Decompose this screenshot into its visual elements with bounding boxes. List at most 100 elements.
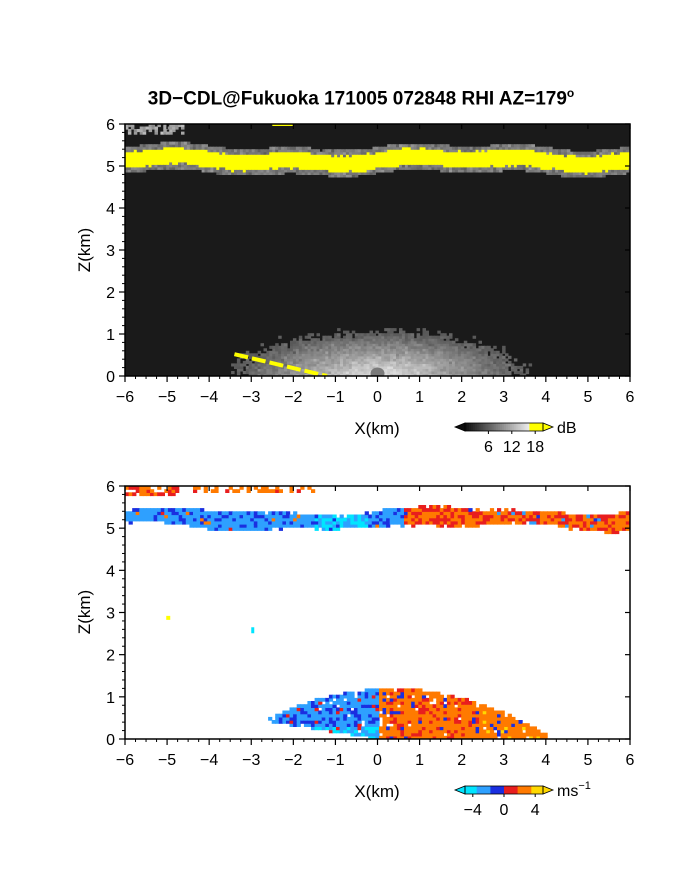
reflectivity-cell <box>245 169 250 173</box>
velocity-cell <box>375 732 380 737</box>
reflectivity-cell <box>454 368 459 372</box>
velocity-cell <box>307 716 312 721</box>
reflectivity-cell <box>354 350 359 354</box>
reflectivity-cell <box>425 330 429 334</box>
reflectivity-cell <box>399 156 403 160</box>
reflectivity-cell <box>431 345 435 349</box>
reflectivity-cell <box>360 154 365 158</box>
velocity-cell <box>418 710 423 715</box>
colorbar-swatch <box>531 423 534 431</box>
reflectivity-cell <box>331 171 335 175</box>
velocity-cell <box>175 508 180 512</box>
reflectivity-cell <box>401 166 406 170</box>
reflectivity-cell <box>169 141 173 145</box>
reflectivity-cell <box>460 159 465 163</box>
reflectivity-cell <box>275 159 279 163</box>
reflectivity-cell <box>245 353 250 357</box>
reflectivity-cell <box>393 371 397 375</box>
reflectivity-cell <box>449 154 453 158</box>
reflectivity-cell <box>351 171 356 175</box>
reflectivity-cell <box>133 159 138 163</box>
reflectivity-cell <box>181 166 185 170</box>
reflectivity-cell <box>578 171 583 175</box>
reflectivity-cell <box>254 149 259 153</box>
reflectivity-cell <box>316 353 320 357</box>
reflectivity-cell <box>354 373 359 376</box>
reflectivity-cell <box>561 156 565 160</box>
velocity-cell <box>361 707 366 712</box>
reflectivity-cell <box>316 350 320 354</box>
reflectivity-cell <box>478 166 482 170</box>
reflectivity-cell <box>387 365 391 369</box>
reflectivity-cell <box>142 154 147 158</box>
velocity-cell <box>379 726 384 731</box>
velocity-cell <box>518 735 523 739</box>
velocity-cell <box>432 514 437 519</box>
reflectivity-cell <box>163 149 167 153</box>
velocity-cell <box>375 716 380 721</box>
velocity-cell <box>203 517 208 522</box>
reflectivity-cell <box>337 328 341 332</box>
velocity-cell <box>232 517 237 522</box>
velocity-cell <box>325 713 330 718</box>
velocity-cell <box>200 523 205 528</box>
velocity-cell <box>514 720 520 724</box>
reflectivity-cell <box>372 340 376 344</box>
velocity-cell <box>511 517 516 522</box>
reflectivity-cell <box>390 328 394 332</box>
reflectivity-cell <box>337 340 341 344</box>
velocity-cell <box>414 720 419 724</box>
reflectivity-cell <box>281 353 285 357</box>
velocity-cell <box>418 713 423 718</box>
velocity-cell <box>615 527 620 531</box>
reflectivity-cell <box>463 156 468 160</box>
reflectivity-cell <box>295 353 300 357</box>
reflectivity-cell <box>378 350 382 354</box>
velocity-cell <box>207 517 212 522</box>
velocity-cell <box>357 732 362 737</box>
reflectivity-cell <box>125 151 129 155</box>
reflectivity-cell <box>390 368 394 372</box>
reflectivity-cell <box>298 149 303 153</box>
reflectivity-cell <box>216 169 220 173</box>
reflectivity-cell <box>360 355 365 359</box>
velocity-cell <box>361 726 366 731</box>
reflectivity-cell <box>160 144 164 148</box>
velocity-cell <box>210 523 215 528</box>
reflectivity-cell <box>596 156 600 160</box>
reflectivity-cell <box>422 360 426 364</box>
velocity-cell <box>318 697 323 702</box>
reflectivity-cell <box>425 161 429 165</box>
velocity-cell <box>443 713 448 718</box>
reflectivity-cell <box>525 164 530 168</box>
reflectivity-cell <box>499 159 503 163</box>
reflectivity-cell <box>269 164 273 168</box>
velocity-cell <box>146 511 151 516</box>
velocity-cell <box>497 726 502 731</box>
velocity-cell <box>228 527 233 531</box>
reflectivity-cell <box>531 146 535 150</box>
reflectivity-cell <box>437 345 441 349</box>
velocity-cell <box>396 520 402 525</box>
velocity-cell <box>404 716 409 721</box>
reflectivity-cell <box>287 149 291 153</box>
reflectivity-cell <box>304 358 309 362</box>
velocity-cell <box>289 720 294 724</box>
reflectivity-cell <box>348 171 353 175</box>
reflectivity-cell <box>295 358 300 362</box>
reflectivity-cell <box>133 129 138 133</box>
reflectivity-cell <box>351 358 356 362</box>
reflectivity-cell <box>499 156 503 160</box>
velocity-cell <box>436 707 441 712</box>
reflectivity-cell <box>428 360 432 364</box>
reflectivity-cell <box>213 159 217 163</box>
reflectivity-cell <box>251 365 256 369</box>
reflectivity-cell <box>360 350 365 354</box>
reflectivity-cell <box>390 154 394 158</box>
reflectivity-cell <box>125 166 129 170</box>
reflectivity-cell <box>490 149 494 153</box>
reflectivity-cell <box>481 146 485 150</box>
reflectivity-cell <box>340 159 344 163</box>
velocity-cell <box>590 517 595 522</box>
velocity-cell <box>404 701 409 705</box>
